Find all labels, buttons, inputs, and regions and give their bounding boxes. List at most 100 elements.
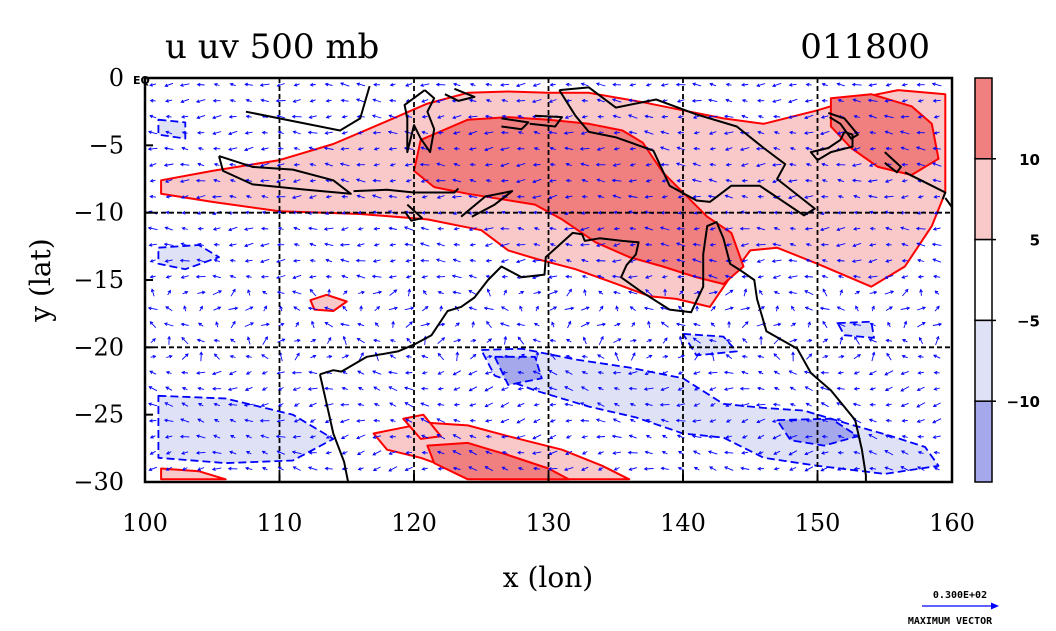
wind-vector-1143	[868, 370, 877, 375]
wind-vector-645	[549, 402, 556, 407]
wind-vector-1056	[821, 178, 828, 183]
wind-vector-196	[259, 418, 270, 423]
wind-vector-1025	[805, 82, 812, 87]
wind-vector-357	[371, 194, 382, 199]
wind-vector-1113	[854, 290, 861, 295]
wind-vector-93	[196, 371, 206, 375]
wind-vector-138	[230, 288, 236, 297]
wind-vector-780	[645, 162, 652, 167]
wind-vector-166	[246, 336, 251, 345]
wind-vector-768	[627, 371, 638, 376]
wind-vector-1246	[932, 418, 942, 424]
wind-vector-573	[501, 450, 508, 455]
wind-vector-1017	[791, 351, 795, 362]
wind-vector-556	[500, 178, 509, 183]
wind-vector-596	[516, 418, 526, 424]
wind-vector-1062	[821, 274, 828, 279]
wind-vector-1089	[836, 306, 845, 311]
wind-vector-1098	[837, 450, 844, 455]
wind-vector-109	[212, 227, 221, 231]
wind-vector-784	[644, 226, 654, 231]
wind-vector-297	[325, 435, 332, 439]
wind-vector-895	[710, 403, 716, 407]
wind-vector-628	[548, 130, 558, 135]
wind-vector-1173	[884, 450, 894, 456]
wind-vector-282	[325, 194, 332, 199]
wind-vector-1189	[900, 306, 911, 311]
coastline-7	[501, 117, 530, 131]
wind-vector-65	[180, 322, 189, 327]
wind-vector-88	[197, 290, 206, 295]
y-tick-label-6: −30	[73, 468, 124, 496]
wind-vector-787	[644, 275, 653, 279]
wind-vector-1042	[806, 353, 813, 360]
wind-vector-1039	[804, 306, 813, 311]
wind-vector-176	[260, 98, 269, 103]
wind-vector-625	[549, 82, 556, 87]
wind-vector-829	[676, 146, 685, 151]
wind-vector-287	[325, 274, 332, 279]
wind-vector-840	[675, 322, 686, 327]
wind-vector-1182	[900, 195, 909, 199]
wind-vector-470	[437, 402, 445, 407]
wind-vector-296	[324, 418, 333, 423]
wind-vector-184	[260, 226, 269, 231]
wind-vector-1034	[804, 227, 813, 231]
wind-vector-926	[741, 98, 748, 103]
wind-vector-999	[773, 466, 780, 471]
wind-vector-851	[691, 99, 702, 103]
wind-vector-276	[325, 98, 332, 103]
wind-vector-1180	[901, 162, 908, 167]
wind-vector-716	[598, 335, 604, 345]
wind-vector-1070	[820, 402, 829, 408]
wind-vector-257	[308, 195, 317, 199]
wind-vector-12	[149, 274, 156, 279]
wind-vector-148	[229, 450, 237, 455]
wind-vector-798	[644, 450, 653, 455]
x-tick-label-110: 110	[257, 509, 303, 537]
wind-vector-1147	[868, 434, 878, 440]
wind-vector-526	[485, 98, 492, 103]
wind-vector-713	[598, 290, 604, 295]
wind-vector-1106	[851, 178, 862, 183]
wind-vector-717	[597, 354, 605, 359]
wind-vector-660	[564, 242, 573, 247]
wind-vector-764	[629, 306, 636, 311]
x-tick-label-130: 130	[526, 509, 572, 537]
wind-vector-734	[613, 226, 620, 231]
wind-vector-646	[549, 419, 556, 423]
wind-vector-767	[630, 352, 636, 361]
coastline-0	[245, 85, 371, 132]
wind-vector-1117	[853, 354, 861, 360]
wind-vector-67	[181, 353, 189, 360]
wind-vector-986	[771, 259, 782, 263]
wind-vector-1073	[820, 451, 829, 455]
wind-vector-521	[469, 418, 476, 423]
wind-vector-1201	[917, 99, 924, 103]
wind-vector-664	[564, 306, 575, 311]
wind-vector-365	[374, 322, 380, 327]
wind-vector-1114	[855, 305, 859, 312]
wind-vector-790	[647, 320, 651, 328]
wind-vector-1235	[931, 242, 942, 247]
wind-vector-360	[373, 243, 380, 247]
wind-vector-963	[759, 289, 763, 296]
wind-vector-765	[631, 321, 636, 328]
wind-vector-1076	[837, 98, 844, 103]
wind-vector-68	[181, 370, 189, 375]
wind-vector-84	[197, 226, 204, 231]
wind-vector-405	[404, 163, 413, 167]
wind-vector-389	[388, 306, 399, 311]
wind-vector-610	[533, 242, 541, 247]
wind-vector-605	[532, 162, 541, 167]
wind-vector-1109	[853, 227, 861, 231]
wind-vector-540	[486, 320, 492, 329]
wind-vector-669	[564, 386, 574, 392]
wind-vector-188	[262, 290, 268, 295]
wind-vector-689	[581, 306, 590, 311]
vector-key-arrowhead	[991, 602, 999, 610]
wind-vector-1232	[933, 194, 940, 199]
wind-vector-775	[645, 83, 652, 87]
wind-vector-353	[372, 130, 381, 135]
wind-vector-691	[582, 336, 587, 345]
